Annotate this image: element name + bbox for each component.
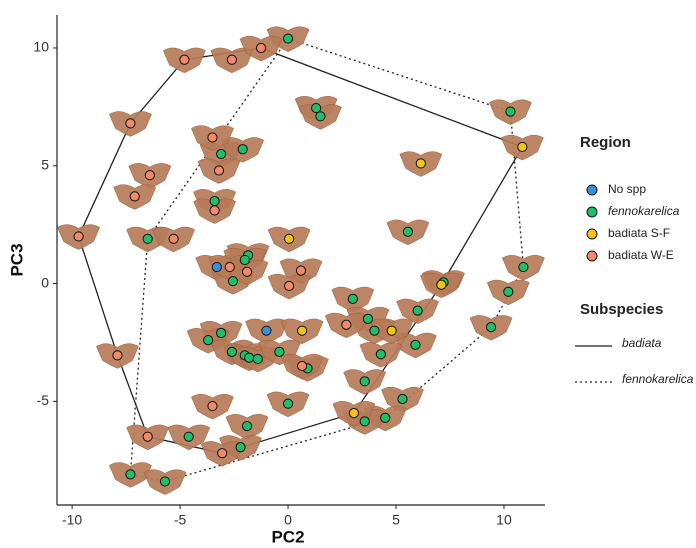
point xyxy=(437,280,446,289)
point xyxy=(504,287,513,296)
point xyxy=(145,171,154,180)
point xyxy=(342,320,351,329)
point xyxy=(285,281,294,290)
legend-title: Region xyxy=(580,134,631,151)
point xyxy=(297,361,306,370)
point xyxy=(245,353,254,362)
point xyxy=(387,326,396,335)
point xyxy=(242,267,251,276)
point xyxy=(214,166,223,175)
point xyxy=(297,326,306,335)
point xyxy=(283,34,292,43)
point xyxy=(413,306,422,315)
point xyxy=(403,227,412,236)
point xyxy=(348,294,357,303)
point xyxy=(416,159,425,168)
point xyxy=(208,401,217,410)
legend-label: badiata S-F xyxy=(608,226,670,240)
legend-marker xyxy=(587,207,597,217)
point xyxy=(376,350,385,359)
point xyxy=(227,55,236,64)
point xyxy=(253,354,262,363)
chart: PC2 PC3 Region Subspecies -10 -5 0 5 10 -5 0 5 1… xyxy=(0,0,696,548)
x-tick-label: 0 xyxy=(284,512,292,528)
point xyxy=(518,142,527,151)
wing-layer xyxy=(58,27,545,495)
point xyxy=(283,399,292,408)
legend-marker xyxy=(587,251,597,261)
x-tick-label: -5 xyxy=(174,512,187,528)
y-axis-title: PC3 xyxy=(7,243,26,276)
x-tick-label: 5 xyxy=(392,512,400,528)
y-tick-label: 10 xyxy=(33,39,49,55)
point xyxy=(506,107,515,116)
point xyxy=(312,103,321,112)
legend-label: fennokarelica xyxy=(622,372,694,386)
y-tick-label: 0 xyxy=(41,274,49,290)
point xyxy=(217,149,226,158)
point xyxy=(210,206,219,215)
point xyxy=(519,262,528,271)
x-axis-title: PC2 xyxy=(271,527,304,546)
point xyxy=(398,394,407,403)
point xyxy=(228,277,237,286)
point xyxy=(363,314,372,323)
point xyxy=(218,449,227,458)
point xyxy=(370,326,379,335)
point xyxy=(262,326,271,335)
point xyxy=(113,351,122,360)
point xyxy=(212,262,221,271)
y-tick-label: -5 xyxy=(37,392,50,408)
point xyxy=(275,347,284,356)
legend-label: badiata W-E xyxy=(608,248,674,262)
point xyxy=(169,234,178,243)
x-tick-label: -10 xyxy=(62,512,82,528)
point xyxy=(240,255,249,264)
point xyxy=(225,262,234,271)
point xyxy=(227,347,236,356)
legend-label: badiata xyxy=(622,336,662,350)
point xyxy=(126,119,135,128)
point xyxy=(349,409,358,418)
point xyxy=(143,234,152,243)
legend-label: fennokarelica xyxy=(608,204,680,218)
point xyxy=(236,443,245,452)
point xyxy=(217,328,226,337)
point xyxy=(160,477,169,486)
legend-marker xyxy=(587,229,597,239)
point xyxy=(486,323,495,332)
hull-legend-title: Subspecies xyxy=(580,301,663,318)
point xyxy=(360,417,369,426)
y-tick-label: 5 xyxy=(41,156,49,172)
point xyxy=(296,266,305,275)
point xyxy=(256,43,265,52)
point xyxy=(208,133,217,142)
point xyxy=(285,234,294,243)
point xyxy=(74,232,83,241)
point xyxy=(411,340,420,349)
point xyxy=(204,335,213,344)
legend-label: No spp xyxy=(608,182,646,196)
point xyxy=(360,377,369,386)
point xyxy=(381,413,390,422)
point xyxy=(316,112,325,121)
point xyxy=(184,432,193,441)
point xyxy=(210,197,219,206)
legend-marker xyxy=(587,185,597,195)
x-tick-label: 10 xyxy=(496,512,512,528)
point xyxy=(130,192,139,201)
point xyxy=(126,470,135,479)
point xyxy=(242,421,251,430)
point xyxy=(180,55,189,64)
point xyxy=(143,432,152,441)
point xyxy=(238,145,247,154)
